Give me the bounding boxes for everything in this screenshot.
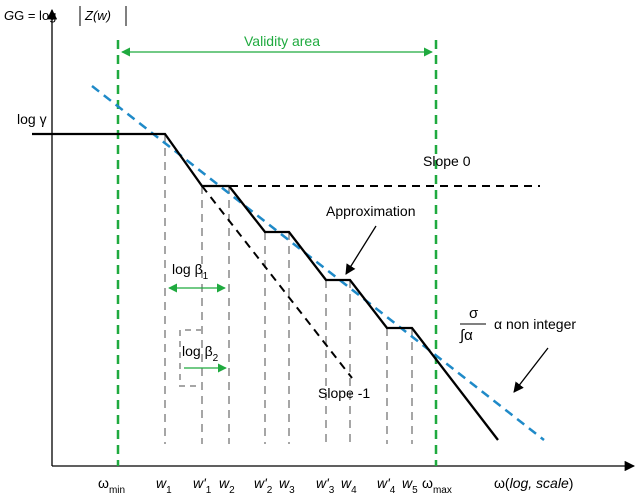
slope-minus1-line — [201, 185, 353, 379]
slope-zero-label: Slope 0 — [423, 153, 471, 169]
fraction-numerator: σ — [469, 305, 479, 322]
tick-wmax: ωmax — [422, 475, 452, 496]
non-integer-arrow — [513, 347, 549, 393]
tick-w2: w2 — [219, 475, 235, 496]
approximation-arrow — [345, 225, 377, 275]
tick-w5: w5 — [402, 475, 418, 496]
break-frequency-lines — [164, 134, 413, 444]
slope-minus1-label: Slope -1 — [318, 385, 370, 401]
y-axis-label: GG = log — [4, 8, 56, 23]
tick-w3: w3 — [279, 475, 295, 496]
tick-w1: w1 — [156, 475, 172, 496]
tick-wp2: w'2 — [254, 475, 273, 496]
y-axis-function: Z(w) — [84, 8, 111, 23]
approximation-label: Approximation — [326, 203, 416, 219]
beta1-label: log β1 — [172, 261, 209, 282]
tick-wp4: w'4 — [377, 475, 396, 496]
x-tick-labels: ωmin w1 w'1 w2 w'2 w3 w'3 w4 w'4 w5 ωmax — [98, 475, 452, 496]
beta2-bracket — [179, 329, 202, 387]
tick-wmin: ωmin — [98, 475, 125, 496]
approximation-curve — [32, 132, 499, 441]
beta2-label: log β2 — [182, 343, 219, 364]
non-integer-label: α non integer — [494, 316, 576, 332]
y-axis-abs: Z(w) — [79, 6, 127, 26]
tick-w4: w4 — [341, 475, 357, 496]
x-axis-label: ω(log, scale) — [494, 475, 573, 491]
log-gamma-label: log γ — [17, 111, 47, 127]
validity-area-label: Validity area — [244, 33, 320, 49]
asymptote-line — [91, 85, 545, 441]
tick-wp3: w'3 — [316, 475, 335, 496]
fraction-denominator: ∫α — [459, 327, 473, 344]
tick-wp1: w'1 — [193, 475, 212, 496]
fraction-label: σ ∫α α non integer — [459, 305, 576, 344]
